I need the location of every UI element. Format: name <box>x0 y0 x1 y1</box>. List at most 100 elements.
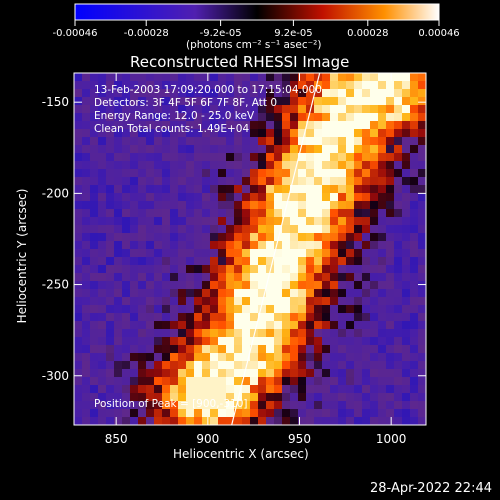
heatmap-cell <box>218 329 226 337</box>
heatmap-cell <box>202 393 210 401</box>
heatmap-cell <box>98 201 106 209</box>
heatmap-cell <box>130 337 138 345</box>
heatmap-cell <box>90 233 98 241</box>
heatmap-cell <box>218 337 226 345</box>
heatmap-cell <box>170 273 178 281</box>
heatmap-cell <box>138 201 146 209</box>
heatmap-cell <box>218 121 226 129</box>
heatmap-cell <box>98 377 106 385</box>
heatmap-cell <box>186 145 194 153</box>
heatmap-cell <box>226 353 234 361</box>
heatmap-cell <box>330 393 338 401</box>
heatmap-cell <box>154 81 162 89</box>
heatmap-cell <box>194 297 202 305</box>
heatmap-cell <box>258 105 266 113</box>
heatmap-cell <box>346 369 354 377</box>
heatmap-cell <box>162 369 170 377</box>
heatmap-cell <box>106 377 114 385</box>
heatmap-cell <box>226 409 234 417</box>
heatmap-cell <box>82 289 90 297</box>
heatmap-cell <box>218 233 226 241</box>
heatmap-cell <box>242 105 250 113</box>
heatmap-cell <box>202 153 210 161</box>
heatmap-cell <box>306 353 314 361</box>
heatmap-cell <box>186 313 194 321</box>
heatmap-cell <box>298 217 306 225</box>
heatmap-cell <box>354 233 362 241</box>
heatmap-cell <box>346 185 354 193</box>
heatmap-cell <box>154 225 162 233</box>
heatmap-cell <box>162 273 170 281</box>
heatmap-cell <box>314 369 322 377</box>
heatmap-cell <box>170 225 178 233</box>
heatmap-cell <box>346 249 354 257</box>
heatmap-cell <box>138 289 146 297</box>
heatmap-cell <box>234 193 242 201</box>
heatmap-cell <box>162 97 170 105</box>
heatmap-cell <box>386 337 394 345</box>
heatmap-cell <box>130 345 138 353</box>
heatmap-cell <box>170 113 178 121</box>
heatmap-cell <box>394 233 402 241</box>
heatmap-cell <box>242 121 250 129</box>
heatmap-cell <box>338 281 346 289</box>
heatmap-cell <box>386 113 394 121</box>
heatmap-cell <box>226 313 234 321</box>
heatmap-cell <box>346 337 354 345</box>
heatmap-cell <box>314 361 322 369</box>
heatmap-cell <box>410 313 418 321</box>
heatmap-cell <box>250 297 258 305</box>
heatmap-cell <box>90 417 98 425</box>
heatmap-cell <box>290 145 298 153</box>
heatmap-cell <box>370 209 378 217</box>
heatmap-cell <box>226 201 234 209</box>
heatmap-cell <box>338 153 346 161</box>
heatmap-cell <box>290 329 298 337</box>
heatmap-cell <box>346 417 354 425</box>
heatmap-cell <box>138 161 146 169</box>
heatmap-cell <box>330 217 338 225</box>
heatmap-cell <box>186 153 194 161</box>
heatmap-cell <box>306 377 314 385</box>
heatmap-cell <box>330 257 338 265</box>
heatmap-cell <box>282 297 290 305</box>
heatmap-cell <box>138 257 146 265</box>
heatmap-cell <box>306 137 314 145</box>
heatmap-cell <box>122 401 130 409</box>
heatmap-cell <box>122 225 130 233</box>
heatmap-cell <box>170 409 178 417</box>
heatmap-cell <box>154 281 162 289</box>
heatmap-cell <box>370 113 378 121</box>
heatmap-cell <box>242 153 250 161</box>
heatmap-cell <box>290 385 298 393</box>
heatmap-cell <box>330 73 338 81</box>
heatmap-cell <box>170 137 178 145</box>
heatmap-cell <box>418 377 426 385</box>
heatmap-cell <box>258 393 266 401</box>
heatmap-cell <box>90 281 98 289</box>
heatmap-cell <box>90 97 98 105</box>
heatmap-cell <box>298 305 306 313</box>
heatmap-cell <box>234 417 242 425</box>
heatmap-cell <box>218 209 226 217</box>
heatmap-cell <box>98 89 106 97</box>
heatmap-cell <box>370 249 378 257</box>
heatmap-cell <box>330 137 338 145</box>
heatmap-cell <box>74 321 82 329</box>
heatmap-cell <box>338 249 346 257</box>
heatmap-cell <box>346 161 354 169</box>
heatmap-cell <box>418 329 426 337</box>
heatmap-cell <box>378 225 386 233</box>
heatmap-cell <box>282 89 290 97</box>
heatmap-cell <box>242 321 250 329</box>
heatmap-cell <box>186 273 194 281</box>
heatmap-cell <box>90 329 98 337</box>
heatmap-cell <box>402 81 410 89</box>
heatmap-cell <box>146 113 154 121</box>
heatmap-cell <box>258 241 266 249</box>
heatmap-cell <box>90 145 98 153</box>
heatmap-cell <box>386 321 394 329</box>
heatmap-cell <box>330 361 338 369</box>
heatmap-cell <box>394 161 402 169</box>
heatmap-cell <box>386 257 394 265</box>
